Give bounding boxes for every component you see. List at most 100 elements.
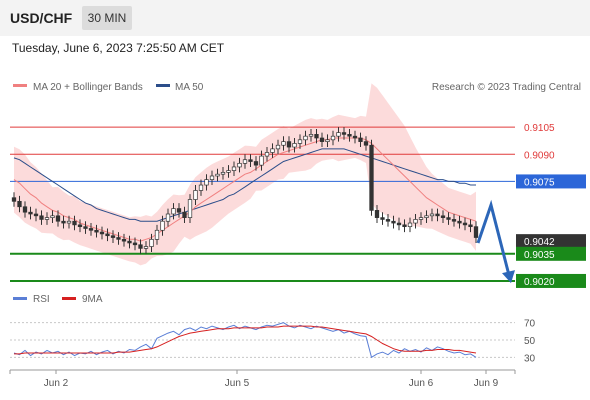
candle-body xyxy=(297,139,303,144)
candle-body xyxy=(149,238,154,247)
rsi-legend-swatch xyxy=(13,297,27,300)
last-price-level-label-box xyxy=(516,234,586,249)
candle-body xyxy=(160,220,165,231)
timestamp: Tuesday, June 6, 2023 7:25:50 AM CET xyxy=(12,41,225,55)
candle-body xyxy=(418,217,424,220)
candle-body xyxy=(352,135,358,139)
candle-body xyxy=(198,184,204,191)
candle-body xyxy=(22,206,28,213)
candle-body xyxy=(341,132,347,135)
rsi-legend: RSI 9MA xyxy=(13,294,103,305)
x-tick-label: Jun 5 xyxy=(225,378,250,389)
candle-body xyxy=(99,231,105,235)
candle-body xyxy=(127,240,132,244)
candle-body xyxy=(468,224,473,228)
top-bar: USD/CHF 30 MIN xyxy=(0,0,590,36)
candle-body xyxy=(154,229,160,240)
candle-body xyxy=(440,215,446,218)
candle-body xyxy=(171,208,176,215)
candle-body xyxy=(17,200,22,208)
candle-body xyxy=(402,224,407,228)
source-credit: Research © 2023 Trading Central xyxy=(432,82,581,93)
ma50-legend-label: MA 50 xyxy=(175,82,204,93)
candle-body xyxy=(28,211,33,215)
timeframe-button[interactable]: 30 MIN xyxy=(82,6,132,30)
candle-body xyxy=(303,135,308,141)
candle-body xyxy=(396,222,402,226)
candle-body xyxy=(220,172,226,175)
candle-body xyxy=(187,199,193,218)
candle-body xyxy=(308,134,314,137)
x-tick-label: Jun 6 xyxy=(409,378,434,389)
pivot-level-label-box xyxy=(516,174,586,189)
candle-body xyxy=(446,217,451,220)
ma50-line xyxy=(13,148,476,222)
9ma-line xyxy=(14,325,477,355)
pivot-level-label: 0.9075 xyxy=(524,177,555,188)
symbol-title: USD/CHF xyxy=(10,10,73,26)
candle-body xyxy=(215,173,220,177)
x-tick-label: Jun 2 xyxy=(44,378,69,389)
candle-body xyxy=(253,161,259,166)
candle-body xyxy=(358,137,363,142)
candle-body xyxy=(72,220,77,226)
candle-body xyxy=(462,222,468,226)
candle-body xyxy=(275,144,281,150)
support-level-label-box xyxy=(516,273,586,288)
candle-body xyxy=(165,213,171,222)
support-level-label-box xyxy=(516,246,586,261)
candle-body xyxy=(204,179,209,186)
forecast-arrow-path xyxy=(476,199,512,280)
candle-body xyxy=(77,224,83,228)
candle-body xyxy=(209,175,215,180)
x-axis: Jun 2 Jun 5 Jun 6 Jun 9 xyxy=(9,369,516,389)
candle-body xyxy=(143,246,149,249)
ma9-legend-label: 9MA xyxy=(82,294,103,305)
resistance-level-label: 0.9105 xyxy=(524,123,555,134)
candle-body xyxy=(451,219,457,222)
candle-body xyxy=(391,220,396,224)
candle-body xyxy=(33,213,39,217)
rsi-tick-label: 70 xyxy=(524,319,536,330)
candles xyxy=(11,127,479,254)
candle-body xyxy=(457,220,462,224)
candle-body xyxy=(61,220,66,224)
candle-body xyxy=(435,213,440,217)
candle-body xyxy=(330,135,336,141)
candle-body xyxy=(319,137,325,142)
ma20-legend-swatch xyxy=(13,84,27,87)
candle-body xyxy=(116,237,121,240)
candle-body xyxy=(44,217,50,220)
ma9-legend-swatch xyxy=(62,297,76,300)
candle-body xyxy=(336,132,341,137)
candle-body xyxy=(374,210,380,218)
candle-body xyxy=(138,244,143,249)
candle-body xyxy=(94,229,99,233)
candle-body xyxy=(176,208,182,213)
resistance-level-label: 0.9090 xyxy=(524,150,555,161)
candle-body xyxy=(121,238,127,242)
candle-body xyxy=(39,215,44,220)
candle-body xyxy=(237,162,242,168)
candle-body xyxy=(314,134,319,139)
support-level-label: 0.9020 xyxy=(524,277,555,288)
candle-body xyxy=(182,211,187,218)
candle-body xyxy=(242,159,248,164)
x-tick-label: Jun 9 xyxy=(474,378,499,389)
candle-body xyxy=(50,215,55,218)
candle-body xyxy=(83,226,88,229)
candle-body xyxy=(385,219,391,222)
candle-body xyxy=(380,217,385,220)
rsi-panel: 70 50 30 xyxy=(10,319,536,364)
candle-body xyxy=(110,235,116,238)
candle-body xyxy=(55,215,61,222)
candle-body xyxy=(66,220,72,224)
candle-body xyxy=(413,219,418,224)
candle-body xyxy=(231,166,237,171)
rsi-tick-label: 30 xyxy=(524,353,536,364)
forecast-arrow xyxy=(476,199,515,284)
candle-body xyxy=(259,155,264,166)
last-price-level-label: 0.9042 xyxy=(524,237,555,248)
rsi-legend-label: RSI xyxy=(33,294,50,305)
